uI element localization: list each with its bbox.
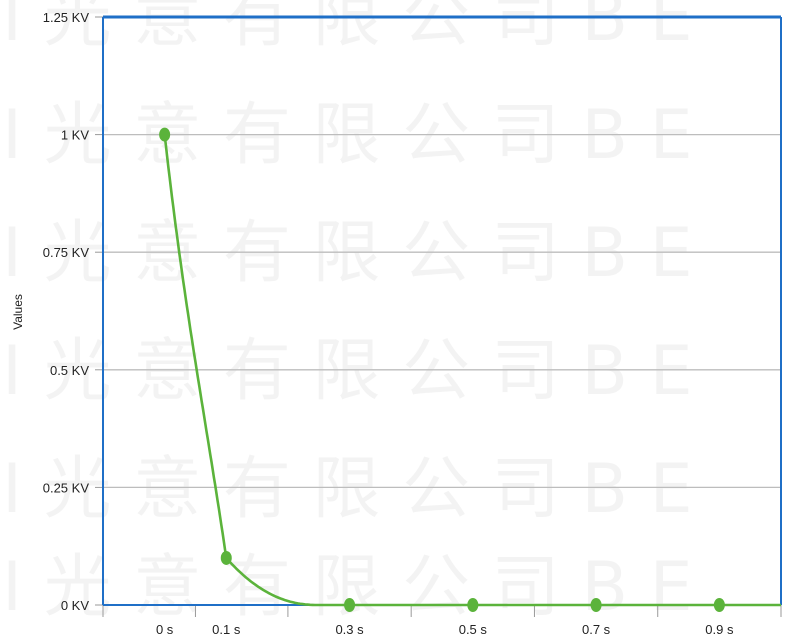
x-tick-label: 0.3 s (335, 622, 364, 637)
x-tick-label: 0.5 s (459, 622, 488, 637)
data-point (344, 598, 356, 612)
watermark-row: I 光 意 有 限 公 司 B E (2, 214, 693, 293)
y-tick-label: 0.25 KV (43, 480, 90, 495)
x-tick-label: 0.1 s (212, 622, 241, 637)
x-tick-label: 0.7 s (582, 622, 611, 637)
tick-labels: 0 KV 0.25 KV 0.5 KV 0.75 KV 1 KV 1.25 KV 0 s 0.… (43, 10, 734, 637)
x-axis-ticks (95, 16, 782, 617)
y-tick-label: 0.75 KV (43, 245, 90, 260)
watermark-row: I 光 意 有 限 公 司 B E (2, 332, 693, 411)
watermark: I 光 意 有 限 公 司 B E I 光 意 有 限 公 司 B E I 光 意 … (2, 0, 693, 627)
y-tick-label: 0 KV (61, 598, 90, 613)
data-point (159, 127, 171, 142)
watermark-row: I 光 意 有 限 公 司 B E (2, 96, 693, 175)
data-point (220, 550, 232, 565)
y-tick-label: 1 KV (61, 128, 90, 143)
series (159, 127, 781, 612)
grid-lines (103, 133, 781, 489)
y-tick-label: 0.5 KV (50, 363, 89, 378)
data-point (590, 598, 602, 612)
y-axis-label: Values (11, 294, 25, 330)
data-point (713, 598, 725, 612)
data-point (467, 598, 479, 612)
y-tick-label: 1.25 KV (43, 10, 90, 25)
watermark-row: I 光 意 有 限 公 司 B E (2, 548, 693, 627)
x-tick-label: 0.9 s (705, 622, 734, 637)
watermark-row: I 光 意 有 限 公 司 B E (2, 0, 693, 57)
x-tick-label: 0 s (156, 622, 174, 637)
watermark-row: I 光 意 有 限 公 司 B E (2, 450, 693, 529)
